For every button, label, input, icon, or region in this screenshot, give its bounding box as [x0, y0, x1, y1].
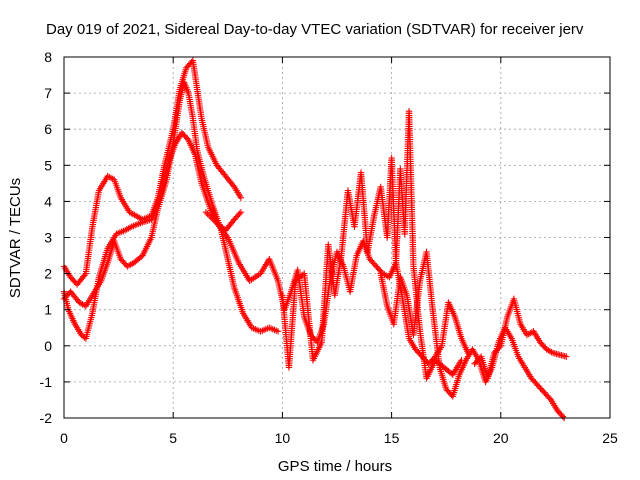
data-point [202, 209, 210, 216]
y-tick-label: 6 [44, 121, 52, 137]
y-tick-label: 4 [44, 193, 52, 209]
x-tick-label: 20 [493, 430, 509, 446]
x-tick-label: 25 [602, 430, 618, 446]
data-point [207, 213, 214, 221]
y-tick-label: 5 [44, 157, 52, 173]
y-tick-label: -2 [40, 410, 53, 426]
series-track-2 [60, 129, 245, 342]
data-point [210, 216, 217, 224]
chart-title: Day 019 of 2021, Sidereal Day-to-day VTE… [46, 21, 584, 38]
data-point [204, 210, 211, 217]
data-point [237, 194, 245, 201]
series-track-1 [60, 57, 245, 288]
data-point [237, 209, 245, 216]
data-point [496, 344, 503, 351]
y-tick-label: 1 [44, 302, 52, 318]
series-track-5 [279, 107, 465, 382]
x-tick-label: 0 [60, 430, 68, 446]
data-point [183, 135, 191, 142]
data-point [546, 395, 553, 402]
data-point [205, 212, 213, 219]
y-tick-label: 0 [44, 338, 52, 354]
data-point [229, 182, 237, 189]
y-tick-label: 3 [44, 230, 52, 246]
x-axis-title: GPS time / hours [278, 458, 392, 475]
x-tick-label: 10 [275, 430, 291, 446]
x-tick-label: 5 [169, 430, 177, 446]
y-tick-label: 8 [44, 49, 52, 65]
data-point [563, 353, 570, 360]
y-axis-title: SDTVAR / TECUs [7, 178, 24, 298]
series-track-7 [471, 295, 570, 382]
data-marks [60, 57, 570, 422]
axes: 0 5 10 15 20 25 -2 -1 0 1 2 3 4 5 6 7 8 [40, 49, 618, 446]
y-tick-label: -1 [40, 374, 53, 390]
data-point [274, 328, 282, 335]
data-point [559, 413, 567, 420]
x-tick-label: 15 [384, 430, 400, 446]
data-point [236, 210, 243, 217]
grid-lines [64, 57, 610, 418]
y-tick-label: 7 [44, 85, 52, 101]
data-point [212, 218, 219, 225]
data-point [81, 271, 88, 279]
series-track-3 [60, 79, 282, 335]
y-tick-label: 2 [44, 266, 52, 282]
data-point [209, 215, 216, 222]
